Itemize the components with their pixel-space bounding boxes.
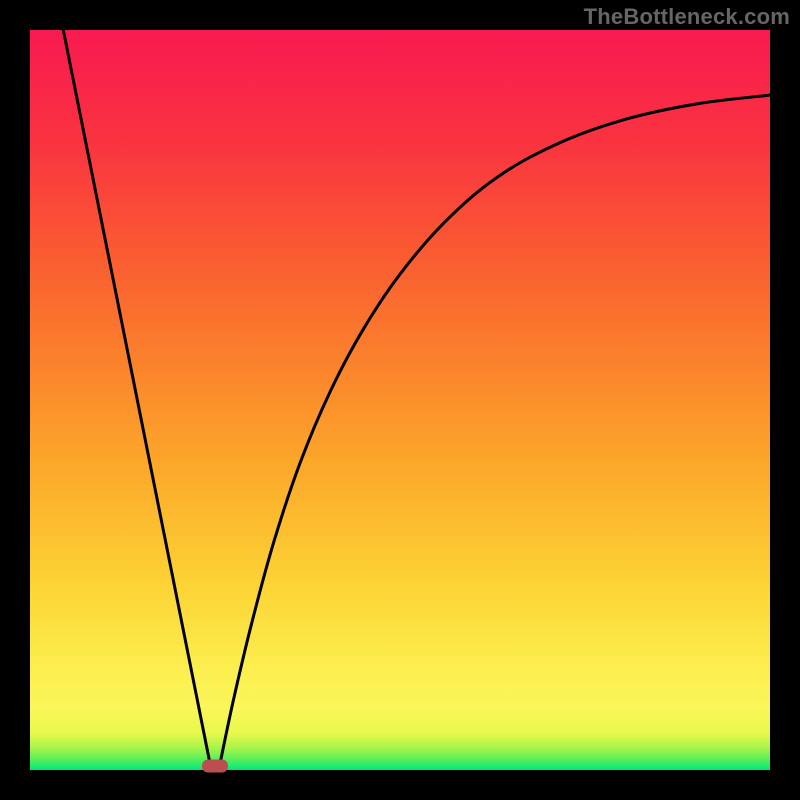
- plot-area: [30, 30, 770, 770]
- watermark-label: TheBottleneck.com: [584, 4, 790, 30]
- optimal-point-marker: [202, 759, 228, 772]
- chart-outer-frame: TheBottleneck.com: [0, 0, 800, 800]
- bottleneck-curve: [30, 30, 770, 770]
